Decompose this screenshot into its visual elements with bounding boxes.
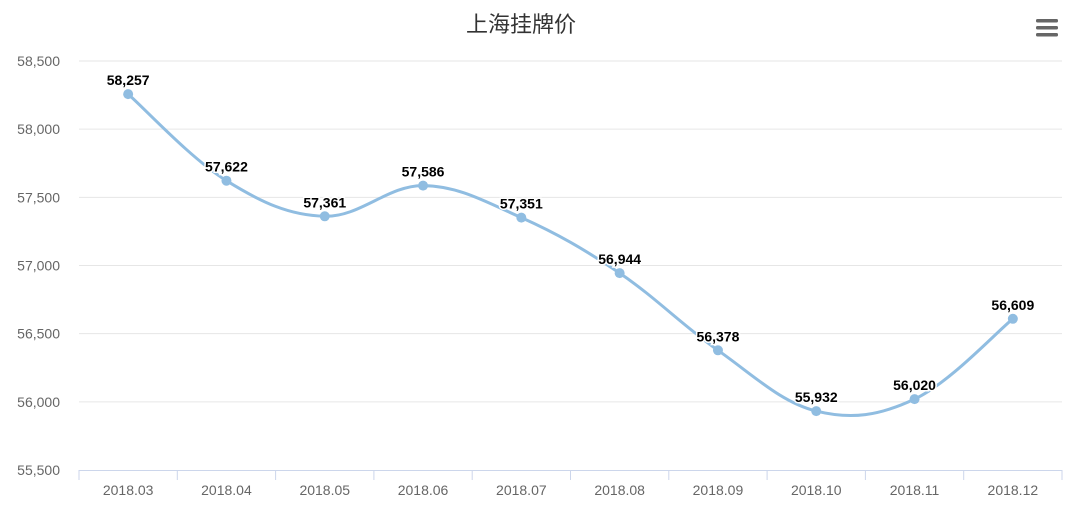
x-tick-label: 2018.06 [398, 482, 449, 498]
y-tick-label: 57,500 [17, 189, 60, 205]
data-label: 57,622 [205, 159, 248, 175]
data-point[interactable] [712, 345, 723, 356]
y-tick-label: 56,500 [17, 326, 60, 342]
y-tick-label: 57,000 [17, 258, 60, 274]
data-label: 58,257 [107, 72, 150, 88]
data-point[interactable] [418, 180, 429, 191]
data-point[interactable] [319, 211, 330, 222]
y-grid [79, 60, 1062, 403]
x-tick-label: 2018.10 [791, 482, 842, 498]
data-label: 55,932 [795, 389, 838, 405]
data-label: 56,020 [893, 377, 936, 393]
y-tick-label: 56,000 [17, 394, 60, 410]
data-label: 57,351 [500, 196, 543, 212]
chart-title: 上海挂牌价 [466, 13, 576, 38]
data-point[interactable] [909, 394, 920, 405]
data-label: 56,378 [697, 328, 740, 344]
data-point[interactable] [614, 268, 625, 279]
data-point[interactable] [811, 406, 822, 417]
series-points [123, 89, 1018, 417]
y-axis-ticks: 55,500 56,000 56,500 57,000 57,500 58,000 58,5… [17, 53, 60, 478]
data-label: 57,586 [402, 164, 445, 180]
series-line-path [126, 92, 1015, 418]
data-point[interactable] [123, 89, 134, 100]
x-tick-label: 2018.11 [890, 482, 940, 498]
data-label: 56,609 [991, 297, 1034, 313]
data-point[interactable] [1007, 313, 1018, 324]
x-tick-label: 2018.08 [594, 482, 645, 498]
y-tick-label: 58,500 [17, 53, 60, 69]
hamburger-menu-icon [1036, 19, 1058, 37]
x-tick-label: 2018.03 [103, 482, 154, 498]
series-line [126, 92, 1015, 418]
x-axis: 2018.03 2018.04 2018.05 2018.06 2018.07 2018.… [78, 470, 1063, 498]
x-tick-label: 2018.05 [299, 482, 350, 498]
data-label: 57,361 [303, 194, 346, 210]
context-menu-button[interactable] [1030, 12, 1064, 44]
x-tick-label: 2018.07 [496, 482, 547, 498]
data-label: 56,944 [598, 251, 641, 267]
x-tick-label: 2018.09 [693, 482, 744, 498]
x-tick-label: 2018.12 [988, 482, 1039, 498]
y-tick-label: 55,500 [17, 462, 60, 478]
data-point[interactable] [516, 212, 527, 223]
data-point[interactable] [221, 175, 232, 186]
x-tick-label: 2018.04 [201, 482, 252, 498]
data-labels: 58,257 57,622 57,361 57,586 57,351 56,944 56,3… [105, 71, 1036, 407]
y-tick-label: 58,000 [17, 121, 60, 137]
